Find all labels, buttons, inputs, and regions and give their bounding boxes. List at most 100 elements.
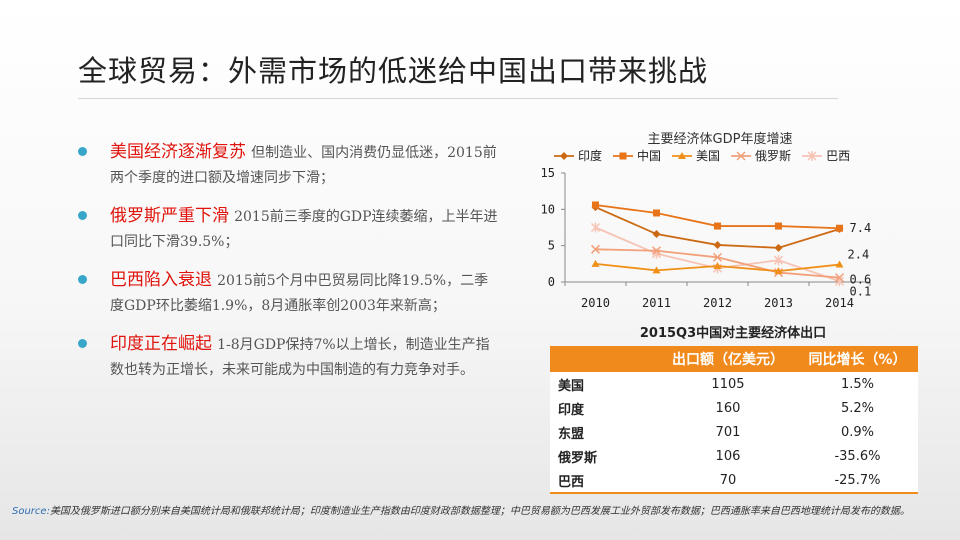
bullet-list: 美国经济逐渐复苏 但制造业、国内消费仍显低迷，2015前两个季度的进口额及增速同… — [78, 140, 498, 396]
chart-title: 主要经济体GDP年度增速 — [647, 132, 793, 147]
series-俄罗斯 — [590, 244, 845, 283]
legend-label: 中国 — [637, 149, 662, 163]
legend-swatch-icon — [613, 152, 634, 159]
bullet-brazil: 巴西陷入衰退 2015前5个月中巴贸易同比降19.5%，二季度GDP环比萎缩1.… — [78, 268, 498, 318]
table-cell-amount: 701 — [659, 420, 797, 444]
y-tick-label: 5 — [548, 239, 555, 253]
legend-item: 中国 — [612, 147, 661, 164]
series-point — [652, 230, 661, 239]
bullet-usa: 美国经济逐渐复苏 但制造业、国内消费仍显低迷，2015前两个季度的进口额及增速同… — [78, 140, 498, 190]
legend-marker — [807, 150, 817, 161]
legend-marker — [736, 150, 746, 161]
y-tick-label: 15 — [541, 166, 555, 180]
data-label: 0.1 — [850, 284, 872, 298]
legend-marker — [678, 151, 687, 159]
series-point — [774, 267, 783, 275]
data-label: 7.4 — [850, 221, 872, 235]
table-cell-amount: 1105 — [659, 372, 797, 396]
legend-marker — [560, 151, 568, 160]
table-cell-amount: 70 — [659, 468, 797, 493]
bullet-headline: 美国经济逐渐复苏 — [110, 142, 246, 162]
legend-item: 巴西 — [801, 147, 850, 164]
slide-title: 全球贸易：外需市场的低迷给中国出口带来挑战 — [78, 54, 709, 88]
gdp-chart: 主要经济体GDP年度增速 印度 中国 美国 俄罗斯 巴西 0 5 10 15 2010 2011 2… — [520, 125, 940, 315]
series-line — [595, 226, 840, 283]
bullet-body: 2015前三季度的GDP连续萎缩，上半年进口同比下滑39.5%； — [110, 209, 498, 250]
source-label: Source: — [12, 506, 50, 517]
table-cell-growth: 5.2% — [796, 396, 918, 420]
data-label: 0.6 — [850, 273, 872, 287]
table-cell-amount: 160 — [659, 396, 797, 420]
bullet-dot-icon — [78, 211, 87, 220]
legend-label: 巴西 — [826, 149, 851, 163]
y-tick-label: 0 — [548, 275, 555, 289]
table-cell-amount: 106 — [659, 444, 797, 468]
series-point — [712, 252, 723, 262]
series-point — [591, 259, 600, 267]
table-cell-growth: -25.7% — [796, 468, 918, 493]
series-美国 — [591, 259, 844, 275]
export-table: 出口额（亿美元） 同比增长（%） 美国 1105 1.5% 印度 160 5.2… — [550, 346, 918, 494]
bullet-body: 2015前5个月中巴贸易同比降19.5%，二季度GDP环比萎缩1.9%，8月通胀… — [110, 273, 489, 314]
bullet-headline: 俄罗斯严重下滑 — [110, 206, 229, 226]
series-point — [773, 255, 784, 266]
bullet-india: 印度正在崛起 1-8月GDP保持7%以上增长，制造业生产指数也转为正增长，未来可… — [78, 332, 498, 382]
table-cell-name: 东盟 — [550, 420, 659, 444]
table-header-cell: 同比增长（%） — [796, 346, 918, 372]
table-cell-name: 美国 — [550, 372, 659, 396]
series-point — [834, 273, 845, 283]
table-row: 印度 160 5.2% — [550, 396, 918, 420]
bullet-body: 但制造业、国内消费仍显低迷，2015前两个季度的进口额及增速同步下滑； — [110, 145, 497, 186]
table-cell-growth: 0.9% — [796, 420, 918, 444]
bullet-headline: 印度正在崛起 — [110, 334, 212, 354]
y-tick-label: 10 — [541, 202, 555, 216]
source-text: 美国及俄罗斯进口额分别来自美国统计局和俄联邦统计局；印度制造业生产指数由印度财政… — [49, 506, 910, 517]
table-cell-growth: -35.6% — [796, 444, 918, 468]
legend-swatch-icon — [672, 151, 693, 159]
series-point — [713, 262, 722, 270]
series-point — [653, 209, 660, 217]
series-point — [714, 222, 721, 230]
table-row: 东盟 701 0.9% — [550, 420, 918, 444]
x-tick-label: 2013 — [764, 296, 793, 310]
series-point — [836, 224, 843, 232]
series-point — [592, 201, 599, 209]
legend-label: 美国 — [696, 149, 721, 163]
table-cell-name: 印度 — [550, 396, 659, 420]
series-中国 — [592, 201, 843, 232]
x-tick-label: 2014 — [825, 296, 854, 310]
bullet-headline: 巴西陷入衰退 — [110, 270, 212, 290]
bullet-russia: 俄罗斯严重下滑 2015前三季度的GDP连续萎缩，上半年进口同比下滑39.5%； — [78, 204, 498, 254]
legend-label: 俄罗斯 — [755, 149, 792, 163]
chart-legend: 印度 中国 美国 俄罗斯 巴西 — [553, 147, 860, 164]
table-header-cell — [550, 346, 659, 372]
legend-swatch-icon — [802, 150, 823, 161]
table-cell-name: 俄罗斯 — [550, 444, 659, 468]
table-row: 巴西 70 -25.7% — [550, 468, 918, 493]
source-note: Source:美国及俄罗斯进口额分别来自美国统计局和俄联邦统计局；印度制造业生产… — [12, 504, 942, 519]
series-巴西 — [590, 222, 845, 287]
table-title: 2015Q3中国对主要经济体出口 — [639, 326, 827, 341]
series-point — [651, 246, 662, 256]
legend-marker — [619, 152, 627, 159]
legend-swatch-icon — [554, 151, 574, 160]
data-label: 2.4 — [848, 248, 870, 262]
bullet-dot-icon — [78, 147, 87, 156]
series-point — [713, 240, 722, 249]
table-header-cell: 出口额（亿美元） — [659, 346, 797, 372]
legend-label: 印度 — [578, 149, 603, 163]
series-point — [775, 222, 782, 230]
table-row: 美国 1105 1.5% — [550, 372, 918, 396]
legend-swatch-icon — [731, 150, 752, 161]
x-tick-label: 2011 — [642, 296, 671, 310]
table-header-row: 出口额（亿美元） 同比增长（%） — [550, 346, 918, 372]
table-cell-name: 巴西 — [550, 468, 659, 493]
legend-item: 美国 — [671, 147, 720, 164]
legend-item: 印度 — [553, 147, 602, 164]
chart-plot-area: 0 5 10 15 2010 2011 2012 2013 2014 7.4 2.4 0.60.1 — [541, 166, 872, 310]
series-point — [835, 260, 844, 268]
table-row: 俄罗斯 106 -35.6% — [550, 444, 918, 468]
table-cell-growth: 1.5% — [796, 372, 918, 396]
x-tick-label: 2010 — [581, 296, 610, 310]
x-tick-label: 2012 — [703, 296, 732, 310]
